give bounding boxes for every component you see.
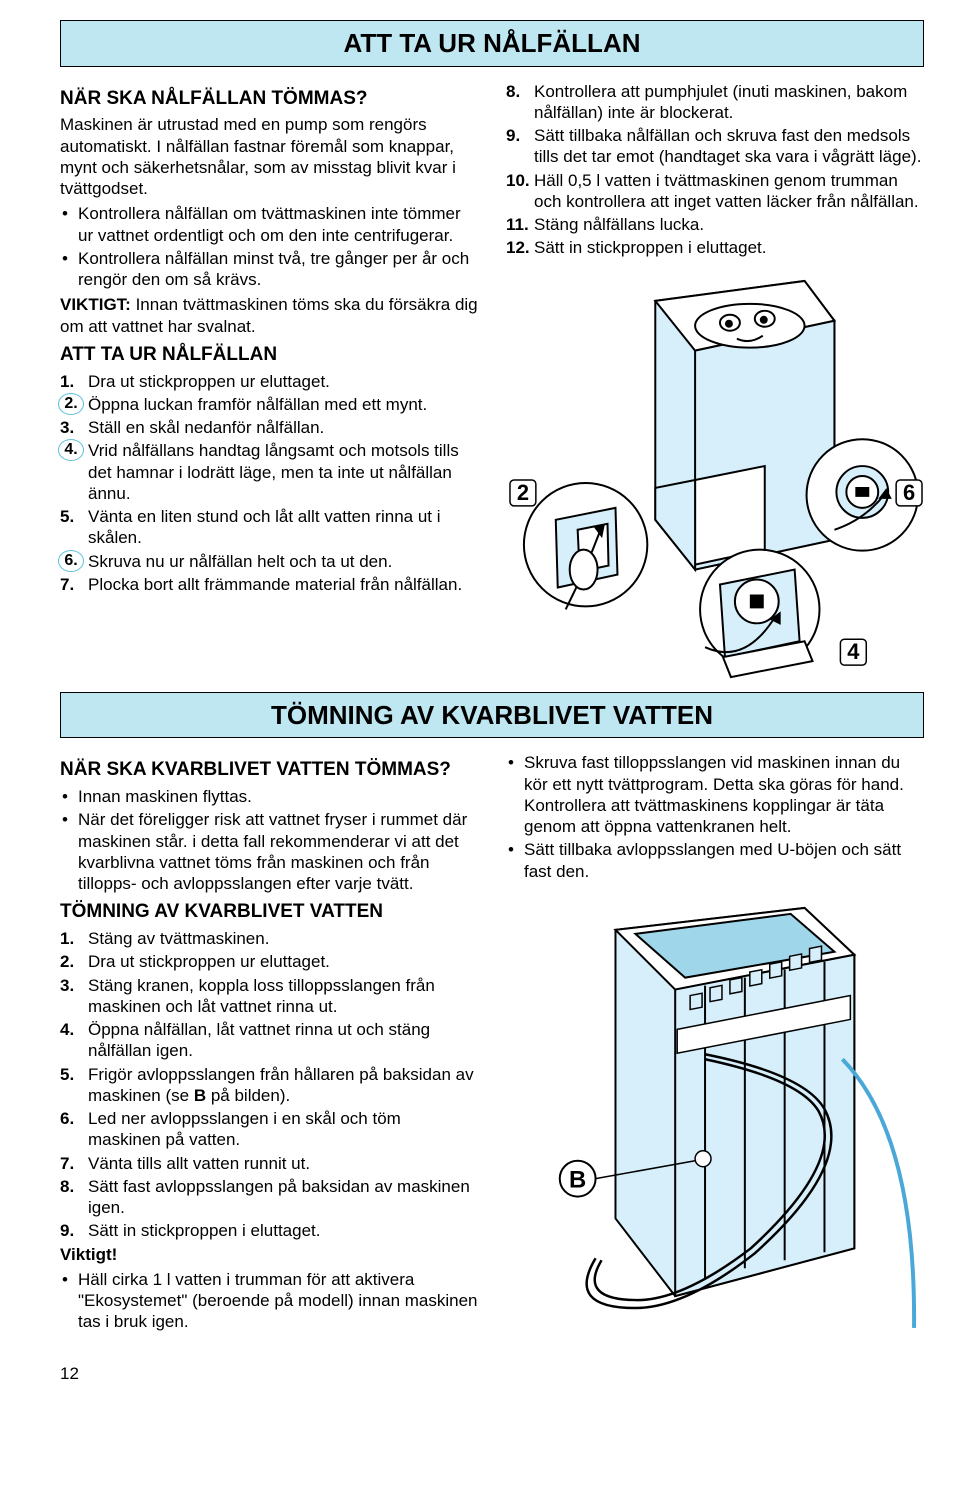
step-number: 7. [60,1153,84,1174]
step-item: 4.Öppna nålfällan, låt vattnet rinna ut … [60,1019,478,1062]
step-item: 8.Kontrollera att pumphjulet (inuti mask… [506,81,924,124]
step-item: 6.Skruva nu ur nålfällan helt och ta ut … [60,551,478,572]
step-number: 3. [60,417,84,438]
step-item: 1.Stäng av tvättmaskinen. [60,928,478,949]
step-item: 3.Stäng kranen, koppla loss tilloppsslan… [60,975,478,1018]
step-item: 5.Frigör avloppsslangen från hållaren på… [60,1064,478,1107]
section2-columns: NÄR SKA KVARBLIVET VATTEN TÖMMAS? Innan … [60,752,924,1343]
s2-left-h1: NÄR SKA KVARBLIVET VATTEN TÖMMAS? [60,758,478,782]
svg-text:B: B [569,1166,586,1193]
section2-left-col: NÄR SKA KVARBLIVET VATTEN TÖMMAS? Innan … [60,752,478,1343]
section2-title-banner: TÖMNING AV KVARBLIVET VATTEN [60,692,924,739]
list-item: Sätt tillbaka avloppsslangen med U-böjen… [506,839,924,882]
step-item: 9.Sätt in stickproppen i eluttaget. [60,1220,478,1241]
step-number: 8. [60,1176,84,1197]
s2-left-bullets2: Häll cirka 1 l vatten i trumman för att … [60,1269,478,1333]
s2-important-h: Viktigt! [60,1244,478,1265]
section1-columns: NÄR SKA NÅLFÄLLAN TÖMMAS? Maskinen är ut… [60,81,924,684]
s2-left-steps: 1.Stäng av tvättmaskinen.2.Dra ut stickp… [60,928,478,1242]
step-number: 1. [60,928,84,949]
step-item: 1.Dra ut stickproppen ur eluttaget. [60,371,478,392]
step-item: 3.Ställ en skål nedanför nålfällan. [60,417,478,438]
svg-text:4: 4 [847,639,860,664]
list-item: Häll cirka 1 l vatten i trumman för att … [60,1269,478,1333]
list-item: Kontrollera nålfällan minst två, tre gån… [60,248,478,291]
washer-rear-illustration: B [506,900,924,1338]
step-number: 6. [60,1108,84,1129]
step-number: 5. [60,506,84,527]
s2-right-bullets: Skruva fast tilloppsslangen vid maskinen… [506,752,924,882]
s1-left-steps: 1.Dra ut stickproppen ur eluttaget.2.Öpp… [60,371,478,596]
step-number: 4. [60,1019,84,1040]
step-item: 2.Öppna luckan framför nålfällan med ett… [60,394,478,415]
section1-right-col: 8.Kontrollera att pumphjulet (inuti mask… [506,81,924,684]
step-item: 5.Vänta en liten stund och låt allt vatt… [60,506,478,549]
list-item: När det föreligger risk att vattnet frys… [60,809,478,894]
step-number: 5. [60,1064,84,1085]
step-number: 4. [58,439,84,461]
svg-text:2: 2 [517,479,529,504]
step-item: 7.Vänta tills allt vatten runnit ut. [60,1153,478,1174]
step-number: 6. [58,550,84,572]
section1-title-banner: ATT TA UR NÅLFÄLLAN [60,20,924,67]
step-item: 10.Häll 0,5 l vatten i tvättmaskinen gen… [506,170,924,213]
s1-left-h1: NÄR SKA NÅLFÄLLAN TÖMMAS? [60,87,478,111]
inline-bold: B [194,1086,206,1105]
step-number: 10. [506,170,530,191]
section1-left-col: NÄR SKA NÅLFÄLLAN TÖMMAS? Maskinen är ut… [60,81,478,684]
step-item: 2.Dra ut stickproppen ur eluttaget. [60,951,478,972]
section2-right-col: Skruva fast tilloppsslangen vid maskinen… [506,752,924,1343]
s2-left-h2: TÖMNING AV KVARBLIVET VATTEN [60,900,478,924]
list-item: Skruva fast tilloppsslangen vid maskinen… [506,752,924,837]
step-number: 11. [506,214,530,235]
step-number: 7. [60,574,84,595]
step-item: 11.Stäng nålfällans lucka. [506,214,924,235]
step-item: 6.Led ner avloppsslangen i en skål och t… [60,1108,478,1151]
step-number: 2. [60,951,84,972]
s1-left-bullets: Kontrollera nålfällan om tvättmaskinen i… [60,203,478,290]
s1-left-h2: ATT TA UR NÅLFÄLLAN [60,343,478,367]
step-number: 8. [506,81,530,102]
s2-left-bullets1: Innan maskinen flyttas.När det föreligge… [60,786,478,894]
s1-right-steps: 8.Kontrollera att pumphjulet (inuti mask… [506,81,924,259]
step-item: 4.Vrid nålfällans handtag långsamt och m… [60,440,478,504]
step-number: 12. [506,237,530,258]
washer-filter-illustration: 2 6 4 [506,271,924,679]
list-item: Kontrollera nålfällan om tvättmaskinen i… [60,203,478,246]
step-item: 9.Sätt tillbaka nålfällan och skruva fas… [506,125,924,168]
step-item: 7.Plocka bort allt främmande material fr… [60,574,478,595]
page-number: 12 [60,1363,924,1384]
s1-left-important: VIKTIGT: Innan tvättmaskinen töms ska du… [60,294,478,337]
list-item: Innan maskinen flyttas. [60,786,478,807]
step-number: 1. [60,371,84,392]
step-item: 8.Sätt fast avloppsslangen på baksidan a… [60,1176,478,1219]
s1-left-intro: Maskinen är utrustad med en pump som ren… [60,114,478,199]
step-number: 3. [60,975,84,996]
step-item: 12.Sätt in stickproppen i eluttaget. [506,237,924,258]
svg-text:6: 6 [903,479,915,504]
step-number: 9. [506,125,530,146]
step-number: 9. [60,1220,84,1241]
step-number: 2. [58,393,84,415]
s1-important-label: VIKTIGT: [60,295,131,314]
